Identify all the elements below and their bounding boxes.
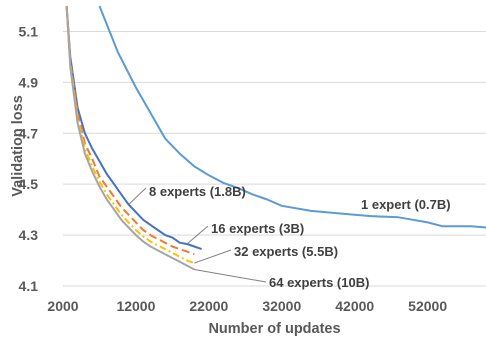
- annotation-leader: [194, 249, 232, 264]
- x-tick-label: 32000: [262, 298, 301, 314]
- annotation-leader: [128, 187, 147, 205]
- series-line: [65, 5, 202, 251]
- y-tick-label: 4.1: [19, 278, 39, 294]
- annotation-leader: [186, 225, 209, 245]
- y-tick-label: 4.3: [19, 227, 39, 243]
- series-line: [65, 5, 195, 271]
- y-axis-title: Validation loss: [10, 95, 26, 197]
- series-line: [98, 5, 486, 229]
- x-tick-label: 2000: [47, 298, 78, 314]
- y-tick-label: 4.9: [19, 74, 39, 90]
- series-line: [65, 5, 195, 256]
- x-tick-label: 12000: [116, 298, 155, 314]
- x-tick-label: 52000: [408, 298, 447, 314]
- annotation-32-experts: 32 experts (5.5B): [234, 244, 338, 259]
- x-axis-title: Number of updates: [208, 321, 340, 337]
- x-tick-label: 42000: [335, 298, 374, 314]
- annotation-8-experts: 8 experts (1.8B): [149, 184, 246, 199]
- annotation-1-expert: 1 expert (0.7B): [361, 197, 451, 212]
- y-tick-label: 4.7: [19, 125, 39, 141]
- annotation-16-experts: 16 experts (3B): [211, 221, 304, 236]
- annotation-leader: [194, 268, 267, 283]
- x-tick-labels: 2000 12000 22000 32000 42000 52000: [47, 298, 447, 314]
- y-tick-label: 4.5: [19, 176, 39, 192]
- series-line: [65, 5, 195, 265]
- y-tick-label: 5.1: [19, 23, 39, 39]
- x-tick-label: 22000: [189, 298, 228, 314]
- annotation-leaders: [128, 187, 267, 283]
- y-tick-labels: 4.1 4.3 4.5 4.7 4.9 5.1: [19, 23, 39, 294]
- annotation-64-experts: 64 experts (10B): [269, 275, 369, 290]
- series-lines: [65, 5, 486, 271]
